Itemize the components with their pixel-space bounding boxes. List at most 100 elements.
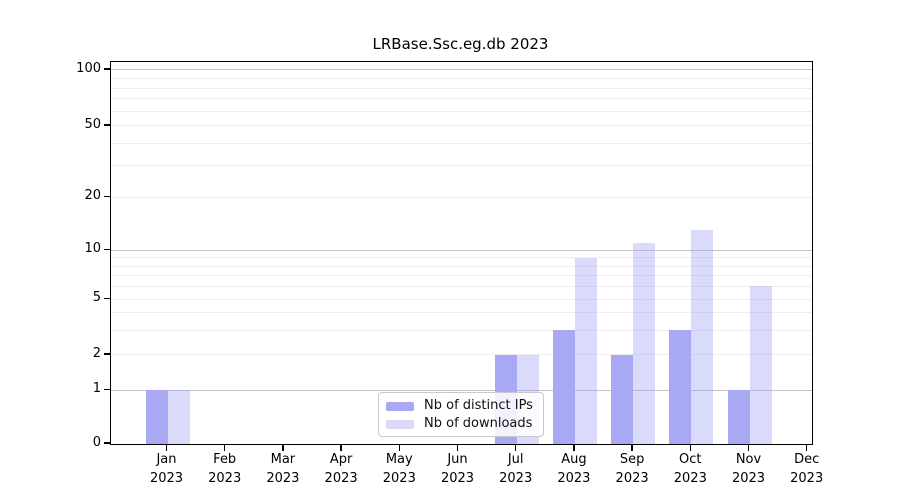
x-tick-year-jul: 2023 [499,471,533,486]
x-tick-year-may: 2023 [382,471,416,486]
legend-swatch-downloads-icon [386,419,414,429]
x-tick-jun [456,444,459,451]
y-tick-label-50: 50 [84,116,101,132]
x-tick-year-oct: 2023 [673,471,707,486]
y-tick-label-1: 1 [92,381,101,397]
gridline-4 [111,312,812,314]
bar-downloads-oct [691,230,714,444]
x-tick-jan [165,444,168,451]
legend-label-distinct-ips: Nb of distinct IPs [424,398,533,413]
x-tick-year-feb: 2023 [208,471,242,486]
gridline-1 [111,389,812,391]
x-tick-month-jul: Jul [507,452,524,467]
x-tick-year-mar: 2023 [266,471,300,486]
y-tick-50 [104,124,110,126]
y-tick-20 [104,195,110,198]
x-tick-apr [340,444,342,451]
y-tick-1 [104,388,110,391]
x-tick-year-jun: 2023 [440,471,475,486]
y-tick-100 [104,68,110,70]
y-tick-label-20: 20 [84,188,101,204]
x-tick-month-jun: Jun [447,452,468,467]
y-tick-10 [104,248,110,251]
x-tick-label-dec: Dec 2023 [775,450,839,488]
gridline-50 [111,125,812,127]
legend-item-downloads: Nb of downloads [386,415,543,433]
x-tick-year-aug: 2023 [557,471,591,486]
x-tick-month-nov: Nov [735,452,762,467]
x-tick-month-mar: Mar [270,452,296,467]
y-tick-5 [104,297,110,300]
x-tick-month-jan: Jan [156,452,177,467]
bar-downloads-nov [749,286,772,444]
x-tick-jul [514,444,517,451]
bar-distinct-ips-aug [552,330,575,444]
gridline-9 [111,257,812,259]
x-tick-feb [223,444,226,451]
legend-label-downloads: Nb of downloads [424,416,533,431]
gridline-40 [111,142,812,144]
x-tick-month-sep: Sep [619,452,645,467]
x-tick-year-sep: 2023 [615,471,649,486]
gridline-6 [111,285,812,287]
gridline-7 [111,275,812,277]
x-tick-label-oct: Oct 2023 [658,450,722,488]
x-tick-month-oct: Oct [679,452,702,467]
x-tick-month-aug: Aug [561,452,587,467]
gridline-5 [111,298,812,300]
bar-distinct-ips-sep [611,354,634,444]
x-tick-year-apr: 2023 [324,471,358,486]
gridline-10 [111,249,812,251]
x-tick-label-feb: Feb 2023 [193,450,257,488]
x-tick-label-sep: Sep 2023 [600,450,664,488]
x-tick-year-nov: 2023 [731,471,766,486]
gridline-80 [111,87,812,89]
gridline-70 [111,98,812,100]
y-tick-label-5: 5 [92,290,101,306]
x-tick-may [398,444,401,451]
chart-title: LRBase.Ssc.eg.db 2023 [372,35,549,53]
x-tick-month-feb: Feb [213,452,237,467]
legend: Nb of distinct IPs Nb of downloads [378,392,544,437]
legend-swatch-distinct-ips-icon [386,401,414,411]
x-tick-label-aug: Aug 2023 [542,450,606,488]
y-tick-2 [104,353,110,355]
plot-area [110,61,813,445]
gridline-90 [111,77,812,79]
gridline-8 [111,265,812,267]
y-tick-label-10: 10 [84,241,101,257]
x-tick-label-may: May 2023 [367,450,431,488]
x-tick-month-may: May [385,452,413,467]
y-tick-label-0: 0 [92,435,101,450]
gridline-20 [111,196,812,198]
x-tick-label-apr: Apr 2023 [309,450,373,488]
x-tick-year-dec: 2023 [790,471,824,486]
gridline-60 [111,110,812,112]
x-tick-label-jan: Jan 2023 [135,450,199,488]
gridline-2 [111,354,812,356]
x-tick-label-jun: Jun 2023 [426,450,490,488]
gridline-100 [111,69,812,71]
gridline-30 [111,165,812,167]
x-tick-mar [282,444,284,451]
bar-distinct-ips-jan [145,390,168,444]
gridline-3 [111,329,812,331]
x-tick-year-jan: 2023 [149,471,184,486]
bar-distinct-ips-nov [727,390,750,444]
bars-layer [111,62,812,444]
x-tick-month-dec: Dec [794,452,820,467]
gridlines-layer [111,62,812,444]
x-tick-label-jul: Jul 2023 [484,450,548,488]
x-tick-oct [689,444,692,451]
y-tick-label-100: 100 [76,60,101,76]
x-tick-dec [805,444,808,451]
legend-item-distinct-ips: Nb of distinct IPs [386,397,543,415]
x-tick-sep [631,444,633,451]
bar-distinct-ips-oct [669,330,692,444]
bar-downloads-jan [167,390,190,444]
y-tick-0 [104,442,110,444]
x-tick-label-mar: Mar 2023 [251,450,315,488]
x-tick-aug [573,444,575,451]
bar-downloads-aug [574,257,597,444]
